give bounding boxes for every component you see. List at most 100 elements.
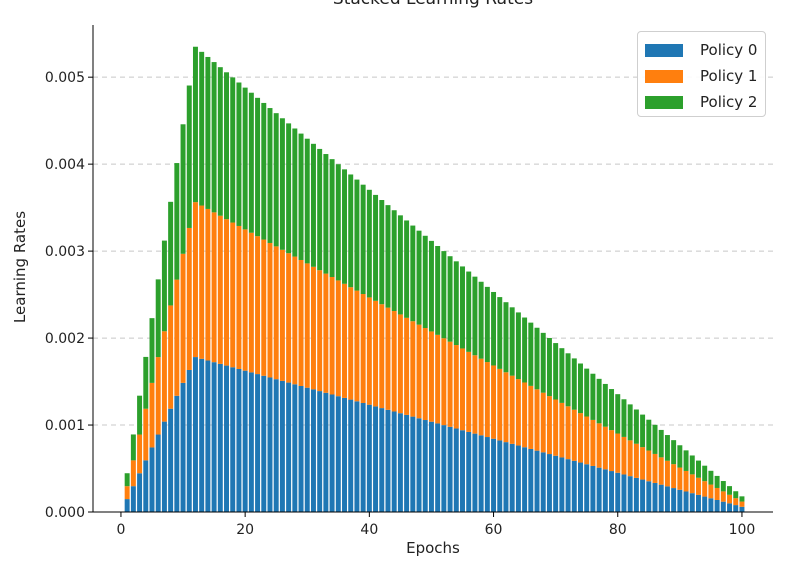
bar-policy-2-epoch-13 [199, 51, 205, 206]
bar-policy-2-epoch-23 [261, 102, 267, 240]
bar-policy-0-epoch-43 [385, 409, 391, 512]
bar-policy-0-epoch-96 [714, 499, 720, 512]
bar-policy-1-epoch-74 [578, 413, 583, 463]
bar-policy-0-epoch-66 [528, 448, 534, 512]
bar-policy-0-epoch-88 [664, 486, 670, 512]
bar-policy-1-epoch-94 [702, 481, 708, 497]
axes [92, 25, 773, 513]
bar-policy-0-epoch-90 [677, 489, 683, 512]
bar-policy-0-epoch-67 [534, 450, 540, 512]
bar-policy-1-epoch-5 [149, 382, 155, 448]
bar-policy-0-epoch-29 [298, 385, 304, 512]
bar-policy-2-epoch-20 [242, 87, 248, 230]
bar-policy-1-epoch-54 [453, 345, 459, 429]
bar-policy-1-epoch-50 [428, 331, 434, 422]
bar-policy-2-epoch-14 [205, 56, 211, 209]
y-tick-label: 0.000 [45, 505, 85, 521]
bar-policy-1-epoch-39 [360, 294, 366, 404]
x-axis-label: Epochs [406, 539, 460, 557]
legend-label-policy-0: Policy 0 [700, 41, 758, 59]
bar-policy-2-epoch-84 [640, 414, 646, 448]
bar-policy-0-epoch-77 [596, 467, 602, 512]
bar-policy-0-epoch-52 [441, 425, 447, 512]
bar-policy-0-epoch-45 [397, 413, 403, 512]
bar-policy-0-epoch-50 [428, 421, 434, 512]
bar-policy-0-epoch-7 [161, 421, 167, 512]
bar-policy-0-epoch-21 [248, 372, 254, 512]
bar-policy-0-epoch-64 [515, 445, 521, 512]
bar-policy-2-epoch-5 [149, 318, 155, 383]
bar-policy-0-epoch-75 [584, 464, 590, 512]
bar-policy-2-epoch-31 [310, 143, 316, 267]
bar-policy-2-epoch-100 [739, 496, 745, 502]
bar-policy-0-epoch-5 [149, 447, 155, 512]
bar-policy-2-epoch-74 [578, 363, 583, 414]
legend-swatch-policy-1 [645, 69, 683, 83]
bar-policy-0-epoch-38 [354, 401, 360, 512]
bar-policy-1-epoch-9 [174, 279, 180, 396]
bar-policy-1-epoch-69 [546, 396, 552, 455]
bar-policy-2-epoch-52 [441, 251, 447, 339]
bar-policy-2-epoch-61 [497, 297, 503, 369]
bar-policy-1-epoch-91 [683, 470, 689, 492]
bar-policy-2-epoch-54 [453, 261, 459, 346]
x-tick-label: 80 [609, 522, 627, 538]
bar-policy-0-epoch-44 [391, 411, 397, 512]
bar-policy-0-epoch-10 [180, 382, 186, 512]
bar-policy-2-epoch-95 [708, 470, 714, 485]
bar-policy-1-epoch-97 [720, 491, 726, 502]
bar-policy-1-epoch-92 [689, 474, 695, 494]
bar-policy-1-epoch-88 [664, 460, 670, 487]
bar-policy-2-epoch-22 [255, 97, 261, 237]
bar-policy-0-epoch-60 [491, 438, 497, 512]
bar-policy-0-epoch-57 [472, 433, 478, 512]
bar-policy-1-epoch-19 [236, 225, 242, 369]
bar-policy-2-epoch-45 [397, 215, 403, 315]
bar-policy-1-epoch-64 [515, 379, 521, 446]
bar-policy-1-epoch-89 [671, 464, 677, 489]
bar-policy-1-epoch-25 [273, 246, 279, 380]
bar-policy-0-epoch-58 [478, 435, 484, 512]
bar-policy-1-epoch-26 [279, 249, 285, 381]
bar-policy-2-epoch-73 [571, 358, 577, 410]
legend: Policy 0 Policy 1 Policy 2 [637, 31, 766, 117]
bar-policy-0-epoch-12 [192, 357, 198, 512]
bar-policy-1-epoch-78 [602, 426, 608, 470]
bar-policy-1-epoch-40 [366, 297, 372, 405]
bar-policy-1-epoch-28 [292, 256, 298, 385]
bar-policy-2-epoch-94 [702, 465, 708, 482]
bar-policy-2-epoch-27 [286, 123, 292, 254]
bar-policy-0-epoch-85 [646, 481, 652, 512]
legend-label-policy-2: Policy 2 [700, 93, 758, 111]
bar-policy-1-epoch-16 [217, 215, 223, 364]
bar-policy-0-epoch-8 [168, 408, 174, 512]
bar-policy-0-epoch-89 [671, 488, 677, 512]
bar-policy-0-epoch-71 [559, 457, 565, 512]
bar-policy-2-epoch-12 [192, 46, 198, 203]
bar-policy-0-epoch-98 [727, 503, 733, 512]
bar-policy-2-epoch-76 [590, 373, 596, 420]
bar-policy-0-epoch-1 [124, 499, 130, 512]
bar-policy-1-epoch-59 [484, 362, 490, 438]
bar-policy-1-epoch-70 [553, 399, 559, 456]
x-tick-label: 60 [485, 522, 503, 538]
y-tick-label: 0.003 [45, 244, 85, 260]
bar-policy-0-epoch-47 [410, 416, 416, 512]
bar-policy-1-epoch-58 [478, 358, 484, 436]
bar-policy-1-epoch-90 [677, 467, 683, 490]
x-tick-label: 100 [729, 522, 756, 538]
bar-policy-0-epoch-99 [733, 505, 739, 512]
bar-policy-1-epoch-57 [472, 355, 478, 434]
bar-policy-2-epoch-34 [329, 159, 335, 277]
bar-policy-0-epoch-72 [565, 459, 571, 512]
bar-policy-2-epoch-58 [478, 281, 484, 359]
bar-policy-0-epoch-73 [571, 460, 577, 512]
bar-policy-1-epoch-45 [397, 314, 403, 414]
bar-policy-2-epoch-29 [298, 133, 304, 260]
bar-policy-2-epoch-98 [727, 486, 733, 495]
bar-policy-0-epoch-49 [422, 420, 428, 512]
legend-item-policy-2: Policy 2 [645, 89, 765, 115]
bar-policy-2-epoch-88 [664, 435, 670, 461]
x-tick-label: 40 [360, 522, 378, 538]
bar-policy-1-epoch-23 [261, 239, 267, 376]
